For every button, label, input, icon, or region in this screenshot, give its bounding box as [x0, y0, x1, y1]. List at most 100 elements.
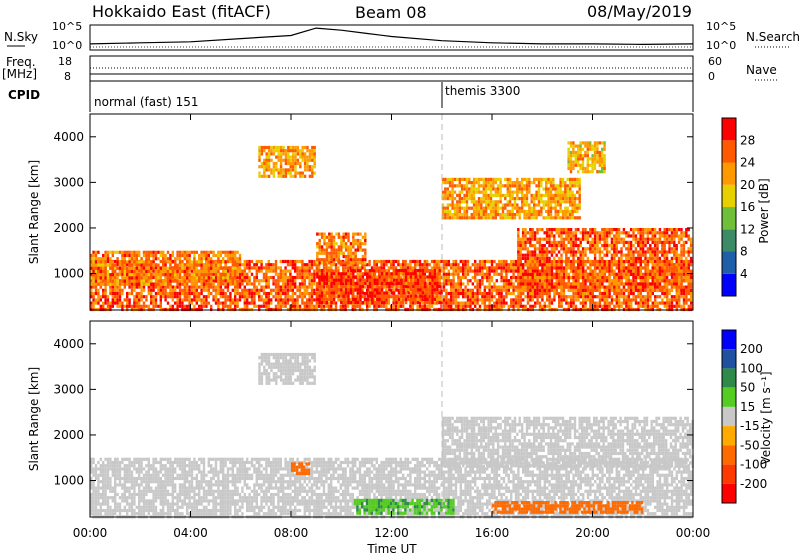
power-layer-cell-4: [608, 231, 611, 235]
power-layer-cell-0: [154, 295, 158, 299]
power-layer-cell-0: [586, 291, 590, 296]
power-layer-cell-0: [687, 304, 690, 308]
power-layer-cell-0: [188, 304, 191, 308]
power-layer-cell-4: [615, 244, 618, 248]
power-layer-cell-2: [368, 278, 372, 282]
power-layer-cell-0: [277, 282, 280, 286]
power-layer-cell-2: [409, 294, 413, 298]
power-layer-cell-2: [397, 269, 401, 273]
power-layer-cell-4: [601, 263, 604, 267]
power-layer-cell-4: [519, 266, 522, 270]
power-layer-cell-4: [572, 250, 575, 254]
power-layer-cell-4: [562, 282, 566, 286]
power-layer-cell-0: [450, 298, 453, 302]
power-layer-cell-0: [291, 266, 294, 270]
power-layer-cell-3: [354, 258, 357, 262]
power-layer-cell-0: [255, 266, 258, 270]
power-layer-cell-0: [298, 291, 302, 296]
power-layer-cell-1: [226, 250, 230, 254]
power-layer-cell-0: [582, 266, 585, 270]
power-layer-cell-1: [150, 273, 153, 277]
power-layer-cell-2: [371, 301, 374, 305]
power-layer-cell-1: [106, 282, 110, 286]
power-layer-cell-0: [476, 282, 479, 286]
power-layer-cell-1: [90, 269, 93, 274]
power-layer-cell-0: [529, 295, 532, 299]
power-layer-cell-2: [395, 288, 398, 292]
power-layer-cell-0: [128, 259, 131, 264]
power-layer-cell-0: [308, 298, 311, 302]
power-layer-cell-0: [397, 288, 400, 292]
power-heatmap: [90, 141, 693, 312]
power-layer-cell-4: [593, 244, 597, 248]
power-layer-cell-0: [666, 301, 669, 305]
power-layer-cell-1: [102, 269, 105, 274]
power-layer-cell-0: [507, 285, 510, 289]
nsky-series-line: [89, 27, 694, 46]
power-layer-cell-2: [402, 285, 405, 289]
power-layer-cell-2: [371, 294, 374, 298]
power-layer-cell-0: [493, 288, 496, 292]
power-layer-cell-0: [267, 291, 270, 296]
power-layer-cell-4: [545, 276, 549, 280]
power-layer-cell-0: [162, 269, 165, 273]
power-layer-cell-1: [123, 266, 126, 270]
power-layer-cell-3: [356, 258, 360, 262]
power-layer-cell-0: [517, 298, 520, 302]
power-layer-cell-0: [421, 295, 424, 299]
power-layer-cell-0: [162, 288, 165, 292]
power-layer-cell-0: [289, 298, 292, 302]
power-layer-cell-0: [226, 304, 230, 308]
power-layer-cell-0: [265, 291, 268, 296]
power-layer-cell-3: [320, 261, 324, 265]
power-layer-cell-4: [589, 234, 592, 238]
power-layer-cell-0: [272, 263, 275, 267]
power-layer-cell-0: [490, 259, 494, 264]
power-layer-cell-4: [545, 256, 549, 260]
power-layer-cell-4: [596, 240, 599, 244]
power-layer-cell-2: [373, 294, 377, 298]
power-layer-cell-0: [526, 291, 530, 296]
power-layer-cell-0: [418, 263, 422, 267]
power-layer-cell-0: [94, 301, 98, 305]
power-layer-cell-0: [301, 291, 304, 296]
power-layer-cell-0: [397, 259, 400, 264]
power-layer-cell-0: [584, 275, 587, 280]
power-layer-cell-0: [154, 266, 158, 270]
power-layer-cell-3: [337, 245, 341, 249]
power-layer-cell-1: [193, 253, 196, 258]
power-layer-cell-2: [433, 285, 437, 289]
power-layer-cell-1: [109, 260, 112, 264]
power-layer-cell-2: [328, 269, 331, 273]
power-layer-cell-4: [562, 240, 566, 244]
power-layer-cell-2: [337, 275, 341, 279]
power-layer-cell-0: [310, 304, 314, 308]
power-layer-cell-4: [581, 276, 585, 280]
power-layer-cell-4: [567, 279, 570, 283]
power-layer-cell-0: [231, 259, 234, 264]
power-layer-cell-0: [632, 279, 635, 283]
power-layer-cell-4: [531, 234, 534, 238]
power-layer-cell-2: [352, 269, 355, 273]
power-layer-cell-1: [104, 279, 107, 283]
power-layer-cell-0: [469, 304, 472, 308]
power-layer-cell-0: [514, 301, 518, 305]
power-layer-cell-0: [392, 263, 395, 267]
power-layer-cell-0: [289, 275, 292, 280]
power-layer-cell-1: [190, 266, 194, 270]
power-layer-cell-0: [272, 288, 275, 292]
power-layer-cell-1: [135, 260, 138, 264]
power-layer-cell-1: [128, 266, 131, 270]
power-layer-cell-4: [548, 244, 551, 248]
power-layer-cell-0: [591, 298, 594, 302]
power-layer-cell-4: [617, 266, 621, 270]
power-layer-cell-1: [214, 260, 218, 264]
power-layer-cell-1: [217, 257, 220, 261]
power-layer-cell-4: [567, 260, 570, 264]
power-layer-cell-3: [352, 232, 355, 236]
power-layer-cell-2: [344, 288, 348, 292]
power-layer-cell-0: [387, 301, 390, 305]
power-layer-cell-0: [510, 285, 513, 289]
power-layer-cell-1: [195, 260, 198, 264]
power-layer-cell-0: [442, 263, 446, 267]
